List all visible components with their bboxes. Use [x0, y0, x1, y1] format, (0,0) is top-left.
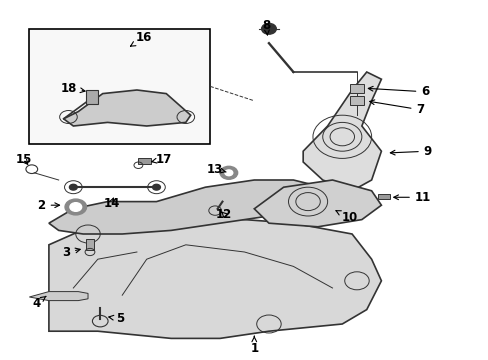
Polygon shape — [254, 180, 381, 227]
Polygon shape — [49, 216, 381, 338]
Bar — [85, 90, 98, 104]
Text: 10: 10 — [335, 211, 357, 224]
Bar — [349, 96, 364, 105]
Text: 18: 18 — [60, 82, 85, 95]
Circle shape — [65, 199, 86, 215]
Polygon shape — [303, 72, 381, 191]
Bar — [29, 29, 210, 144]
Text: 16: 16 — [130, 31, 152, 46]
Bar — [377, 194, 389, 199]
Text: 12: 12 — [215, 208, 232, 221]
Text: 4: 4 — [33, 296, 46, 310]
Polygon shape — [49, 180, 322, 234]
Text: 6: 6 — [367, 85, 428, 98]
Circle shape — [261, 23, 276, 34]
Text: 13: 13 — [206, 163, 225, 176]
Bar — [85, 239, 94, 250]
Circle shape — [69, 184, 77, 190]
Bar — [349, 84, 364, 93]
Text: 1: 1 — [250, 336, 258, 355]
Text: 14: 14 — [103, 197, 120, 210]
Polygon shape — [29, 292, 88, 301]
Circle shape — [70, 203, 81, 211]
Text: 8: 8 — [262, 19, 270, 35]
Circle shape — [152, 184, 160, 190]
Text: 7: 7 — [369, 100, 424, 116]
Text: 2: 2 — [38, 199, 60, 212]
Text: 11: 11 — [393, 191, 430, 204]
Text: 3: 3 — [62, 246, 80, 259]
Text: 17: 17 — [151, 153, 172, 166]
Text: 9: 9 — [389, 145, 431, 158]
Text: 5: 5 — [109, 312, 123, 325]
Circle shape — [224, 170, 232, 176]
Text: 15: 15 — [15, 153, 32, 166]
Polygon shape — [63, 90, 190, 126]
Circle shape — [220, 166, 237, 179]
Bar — [138, 158, 150, 164]
